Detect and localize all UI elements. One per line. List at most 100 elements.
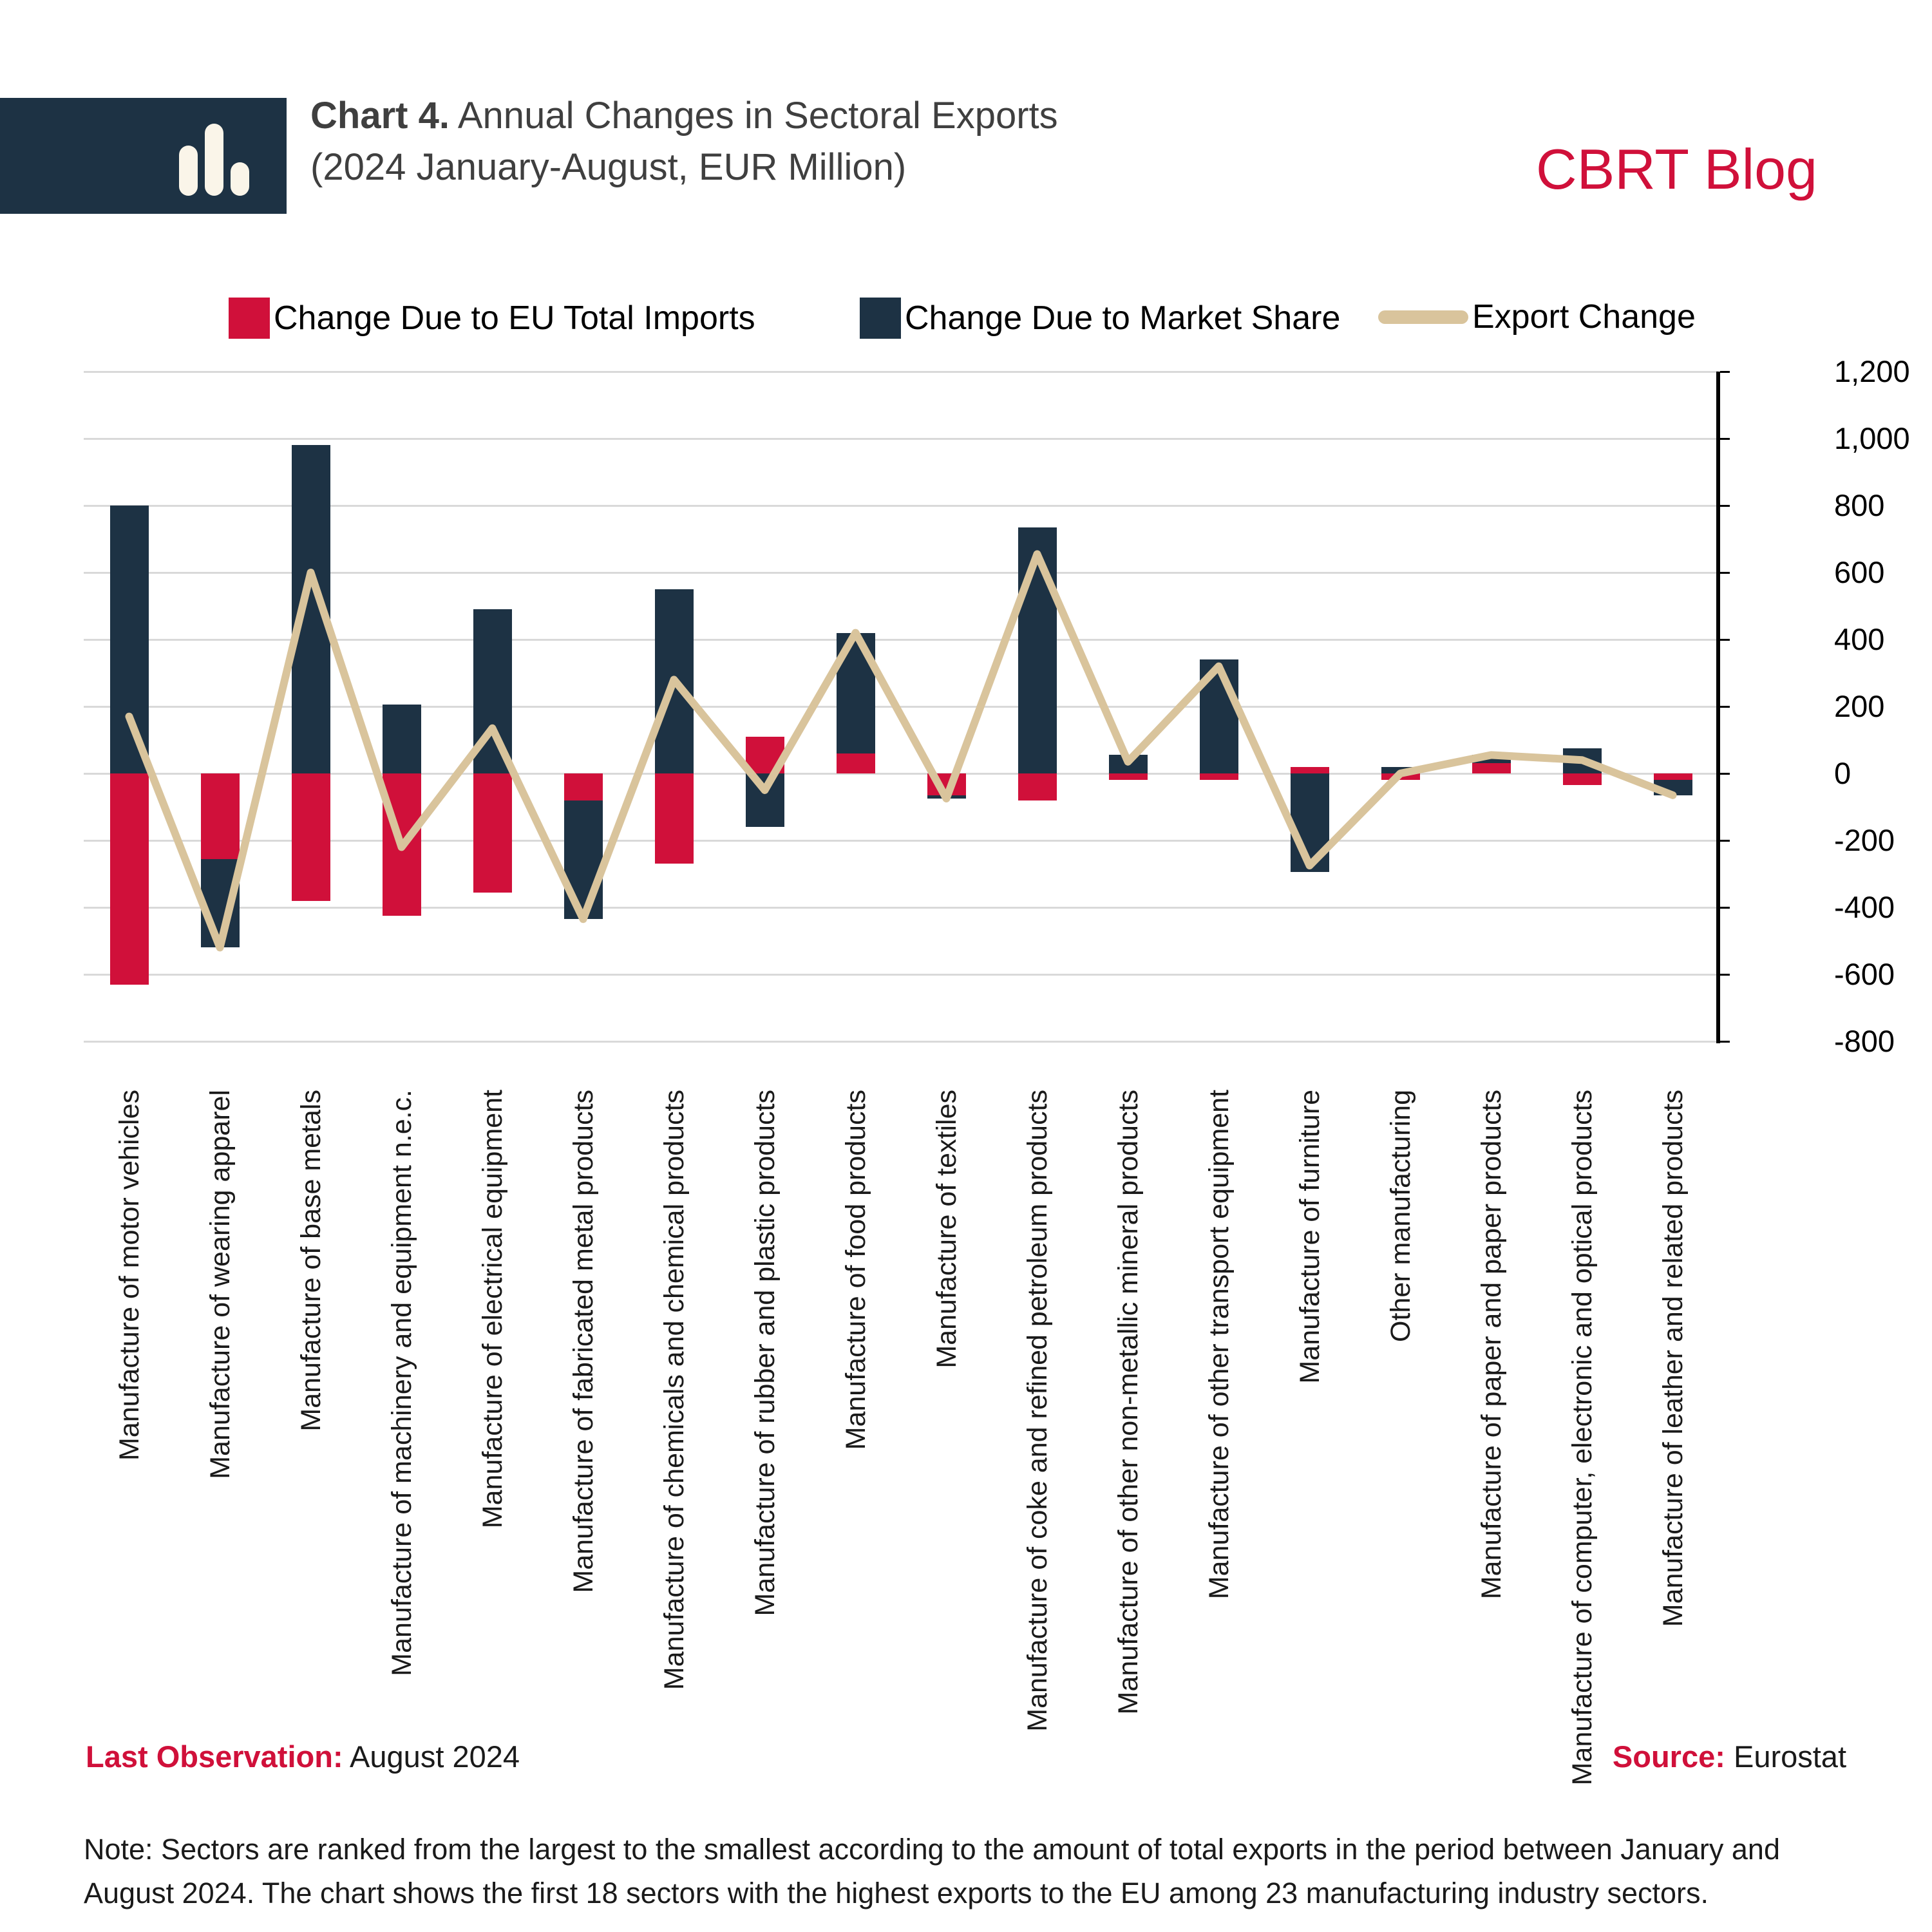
source: Source: Eurostat bbox=[1613, 1739, 1846, 1774]
chart-number: Chart 4. bbox=[310, 95, 450, 137]
x-axis-labels: Manufacture of motor vehicles Manufacture… bbox=[84, 1090, 1718, 1927]
x-axis-label: Manufacture of furniture bbox=[1294, 1090, 1325, 1384]
last-observation-value: August 2024 bbox=[343, 1739, 520, 1774]
y-axis-tick-label: -400 bbox=[1834, 890, 1895, 924]
y-axis-tick-label: -800 bbox=[1834, 1024, 1895, 1058]
y-axis-tick-label: -600 bbox=[1834, 957, 1895, 991]
cbrt-blog-brand: CBRT Blog bbox=[1536, 137, 1817, 201]
gridline bbox=[84, 906, 1718, 909]
bar-segment-eu-imports bbox=[200, 773, 240, 859]
gridline bbox=[84, 437, 1718, 440]
bar-segment-eu-imports bbox=[1199, 773, 1238, 781]
x-axis-label: Manufacture of electrical equipment bbox=[477, 1090, 508, 1529]
x-axis-label: Manufacture of other transport equipment bbox=[1203, 1090, 1235, 1600]
y-axis-tick-label: 200 bbox=[1834, 689, 1885, 723]
legend: Change Due to EU Total Imports Change Du… bbox=[0, 298, 1932, 355]
bar-chart-icon-bar bbox=[205, 124, 223, 196]
axis-tick bbox=[1720, 906, 1730, 909]
y-axis-tick-label: -200 bbox=[1834, 823, 1895, 857]
chart-title-line1: Chart 4. Annual Changes in Sectoral Expo… bbox=[310, 90, 1058, 142]
chart-title: Chart 4. Annual Changes in Sectoral Expo… bbox=[310, 90, 1058, 193]
bar-segment-market-share bbox=[382, 705, 421, 773]
bar-segment-eu-imports bbox=[1653, 773, 1692, 781]
export-change-line bbox=[125, 550, 1677, 952]
bar-segment-eu-imports bbox=[473, 773, 512, 893]
axis-tick bbox=[1720, 571, 1730, 574]
x-axis-label: Manufacture of other non-metallic minera… bbox=[1112, 1090, 1144, 1715]
legend-swatch-navy bbox=[860, 298, 901, 339]
legend-label: Export Change bbox=[1472, 298, 1696, 336]
gridline bbox=[84, 839, 1718, 842]
bar-segment-eu-imports bbox=[1562, 773, 1602, 786]
gridline bbox=[84, 571, 1718, 574]
gridline bbox=[84, 370, 1718, 373]
legend-item-eu-imports: Change Due to EU Total Imports bbox=[229, 298, 755, 339]
legend-label: Change Due to Market Share bbox=[905, 299, 1341, 337]
export-change-line-layer bbox=[125, 550, 1677, 952]
bar-segment-eu-imports bbox=[1018, 773, 1057, 800]
gridline bbox=[84, 638, 1718, 641]
x-axis-label: Manufacture of machinery and equipment n… bbox=[386, 1090, 417, 1676]
x-axis-label: Manufacture of rubber and plastic produc… bbox=[749, 1090, 781, 1616]
x-axis-label: Manufacture of motor vehicles bbox=[113, 1090, 145, 1461]
x-axis-label: Manufacture of food products bbox=[840, 1090, 871, 1450]
x-axis-label: Manufacture of coke and refined petroleu… bbox=[1021, 1090, 1053, 1732]
legend-item-market-share: Change Due to Market Share bbox=[860, 298, 1340, 339]
bar-segment-eu-imports bbox=[109, 773, 149, 985]
legend-swatch-red bbox=[229, 298, 270, 339]
note-text: Note: Sectors are ranked from the larges… bbox=[84, 1833, 1780, 1909]
y-axis-tick-label: 1,200 bbox=[1834, 354, 1910, 388]
bar-segment-eu-imports bbox=[1472, 763, 1511, 773]
axis-tick bbox=[1720, 705, 1730, 708]
axis-tick bbox=[1720, 1040, 1730, 1043]
legend-label: Change Due to EU Total Imports bbox=[274, 299, 755, 337]
bar-segment-eu-imports bbox=[1108, 773, 1148, 781]
axis-tick bbox=[1720, 973, 1730, 976]
y-axis-tick-label: 400 bbox=[1834, 622, 1885, 656]
axis-tick bbox=[1720, 638, 1730, 641]
axis-tick bbox=[1720, 437, 1730, 440]
last-observation: Last Observation: August 2024 bbox=[86, 1739, 520, 1774]
gridline bbox=[84, 772, 1718, 775]
x-axis-label: Manufacture of computer, electronic and … bbox=[1566, 1090, 1598, 1786]
x-axis-label: Manufacture of fabricated metal products bbox=[567, 1090, 599, 1593]
bar-segment-eu-imports bbox=[836, 753, 875, 773]
source-value: Eurostat bbox=[1725, 1739, 1846, 1774]
gridline bbox=[84, 504, 1718, 507]
x-axis-label: Manufacture of paper and paper products bbox=[1475, 1090, 1507, 1600]
x-axis-label: Manufacture of wearing apparel bbox=[204, 1090, 236, 1479]
axis-tick bbox=[1720, 839, 1730, 842]
source-label: Source: bbox=[1612, 1739, 1725, 1774]
gridline bbox=[84, 973, 1718, 976]
bar-segment-market-share bbox=[1018, 527, 1057, 773]
cbrt-logo-box bbox=[0, 98, 287, 214]
axis-tick bbox=[1720, 772, 1730, 775]
bar-segment-eu-imports bbox=[1290, 766, 1329, 773]
bar-chart-icon-bar bbox=[179, 146, 198, 196]
chart-subtitle: (2024 January-August, EUR Million) bbox=[310, 146, 907, 189]
bar-chart-icon-bar bbox=[231, 162, 249, 196]
legend-swatch-line bbox=[1378, 310, 1468, 324]
bar-segment-market-share bbox=[109, 506, 149, 773]
x-axis-label: Manufacture of leather and related produ… bbox=[1657, 1090, 1689, 1627]
axis-tick bbox=[1720, 504, 1730, 507]
bar-chart-icon bbox=[179, 124, 249, 196]
y-axis-line bbox=[1716, 372, 1720, 1043]
bar-segment-eu-imports bbox=[564, 773, 603, 800]
bar-segment-eu-imports bbox=[291, 773, 330, 901]
y-axis-tick-label: 1,000 bbox=[1834, 421, 1910, 455]
y-axis-tick-label: 600 bbox=[1834, 555, 1885, 589]
y-axis-tick-label: 0 bbox=[1834, 756, 1852, 790]
y-axis-tick-label: 800 bbox=[1834, 488, 1885, 522]
x-axis-label: Manufacture of base metals bbox=[295, 1090, 327, 1432]
last-observation-label: Last Observation: bbox=[86, 1739, 343, 1774]
bar-segment-market-share bbox=[745, 773, 784, 828]
axis-tick bbox=[1720, 370, 1730, 373]
x-axis-label: Manufacture of chemicals and chemical pr… bbox=[658, 1090, 690, 1690]
gridline bbox=[84, 1040, 1718, 1043]
x-axis-label: Manufacture of textiles bbox=[931, 1090, 962, 1368]
gridline bbox=[84, 705, 1718, 708]
legend-item-export-change: Export Change bbox=[1378, 298, 1696, 336]
chart-title-text: Annual Changes in Sectoral Exports bbox=[449, 95, 1058, 137]
